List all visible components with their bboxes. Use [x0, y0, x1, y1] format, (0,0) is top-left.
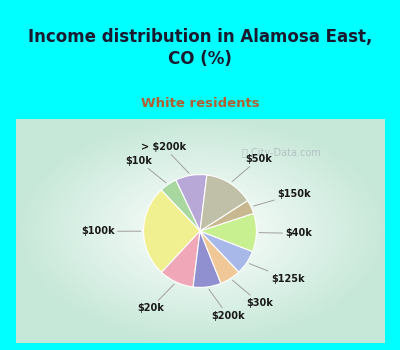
Text: $20k: $20k [137, 284, 174, 313]
Text: $100k: $100k [81, 226, 141, 236]
Text: White residents: White residents [141, 97, 259, 110]
Wedge shape [200, 214, 256, 252]
Wedge shape [193, 231, 221, 287]
Wedge shape [200, 201, 254, 231]
Wedge shape [176, 175, 207, 231]
Wedge shape [144, 190, 200, 272]
Text: $10k: $10k [125, 155, 166, 183]
Text: $40k: $40k [259, 229, 312, 238]
Text: $125k: $125k [249, 264, 304, 284]
Text: > $200k: > $200k [141, 142, 189, 173]
Text: $150k: $150k [254, 189, 311, 206]
Text: $200k: $200k [209, 289, 245, 321]
Wedge shape [200, 175, 248, 231]
Text: ⓘ City-Data.com: ⓘ City-Data.com [242, 148, 320, 158]
Text: $30k: $30k [232, 280, 273, 308]
Wedge shape [200, 231, 252, 272]
Wedge shape [200, 231, 239, 284]
Text: $50k: $50k [232, 154, 272, 181]
Text: Income distribution in Alamosa East,
CO (%): Income distribution in Alamosa East, CO … [28, 28, 372, 68]
Wedge shape [162, 231, 200, 287]
Wedge shape [161, 180, 200, 231]
